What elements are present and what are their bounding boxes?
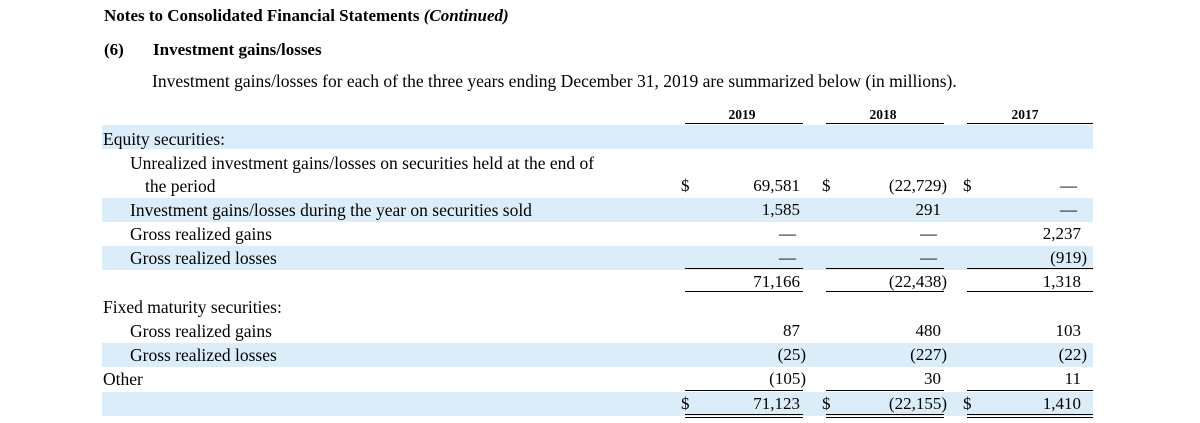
currency-symbol: $	[822, 394, 831, 413]
total-double-underline	[685, 414, 803, 415]
cell-sold-2017: —	[1060, 200, 1077, 219]
equity-gross-gains-label: Gross realized gains	[130, 224, 272, 244]
total-double-underline	[967, 417, 1093, 418]
column-header-2019: 2019	[728, 107, 756, 122]
cell-fm-gains-2017: 103	[1055, 321, 1082, 340]
row-band	[102, 125, 1093, 149]
total-rule	[967, 390, 1093, 391]
cell-fm-losses-2017: (22)	[1058, 345, 1087, 364]
row-band	[102, 343, 1093, 367]
column-header-2017: 2017	[1011, 107, 1039, 122]
fixed-maturity-heading: Fixed maturity securities:	[103, 297, 282, 317]
cell-eq-gains-2019: —	[779, 224, 796, 243]
total-rule	[826, 390, 944, 391]
header-underline-2017	[967, 123, 1093, 124]
cell-total-2017: 1,410	[1042, 394, 1081, 413]
subtotal-underline	[967, 291, 1093, 292]
fixed-gross-losses-label: Gross realized losses	[130, 345, 277, 365]
cell-total-2018: (22,155)	[888, 394, 947, 413]
header-underline-2019	[685, 123, 803, 124]
cell-eq-losses-2019: —	[779, 248, 796, 267]
header-underline-2018	[826, 123, 944, 124]
subtotal-rule	[967, 268, 1093, 269]
cell-unrealized-2019: 69,581	[753, 176, 800, 195]
unrealized-label-line2: the period	[145, 176, 216, 196]
equity-gross-losses-label: Gross realized losses	[130, 248, 277, 268]
fixed-gross-gains-label: Gross realized gains	[130, 321, 272, 341]
section-number: (6)	[104, 40, 124, 59]
cell-fm-losses-2018: (227)	[910, 345, 947, 364]
cell-eq-subtotal-2017: 1,318	[1042, 272, 1081, 291]
cell-other-2018: 30	[924, 369, 941, 388]
subtotal-underline	[685, 291, 803, 292]
cell-eq-subtotal-2019: 71,166	[753, 272, 800, 291]
cell-sold-2019: 1,585	[761, 200, 800, 219]
cell-eq-losses-2017: (919)	[1050, 248, 1087, 267]
cell-eq-losses-2018: —	[920, 248, 937, 267]
cell-other-2019: (105)	[769, 369, 806, 388]
total-rule	[685, 390, 803, 391]
total-double-underline	[826, 417, 944, 418]
equity-securities-heading: Equity securities:	[103, 129, 225, 149]
currency-symbol: $	[963, 394, 972, 413]
cell-sold-2018: 291	[915, 200, 942, 219]
cell-other-2017: 11	[1064, 369, 1081, 388]
cell-eq-subtotal-2018: (22,438)	[888, 272, 947, 291]
subtotal-rule	[826, 268, 944, 269]
note-title: Notes to Consolidated Financial Statemen…	[104, 6, 509, 25]
currency-symbol: $	[681, 176, 690, 195]
total-double-underline	[685, 417, 803, 418]
cell-unrealized-2017: —	[1060, 176, 1077, 195]
currency-symbol: $	[822, 176, 831, 195]
other-label: Other	[103, 369, 143, 389]
total-double-underline	[826, 414, 944, 415]
row-band	[102, 392, 1093, 416]
cell-unrealized-2018: (22,729)	[888, 176, 947, 195]
currency-symbol: $	[681, 394, 690, 413]
row-band	[102, 198, 1093, 222]
cell-fm-losses-2019: (25)	[777, 345, 806, 364]
currency-symbol: $	[963, 176, 972, 195]
intro-text: Investment gains/losses for each of the …	[152, 71, 957, 91]
cell-eq-gains-2018: —	[920, 224, 937, 243]
cell-fm-gains-2019: 87	[783, 321, 800, 340]
subtotal-rule	[685, 268, 803, 269]
unrealized-label-line1: Unrealized investment gains/losses on se…	[130, 153, 595, 173]
row-band	[102, 246, 1093, 270]
cell-fm-gains-2018: 480	[915, 321, 942, 340]
cell-total-2019: 71,123	[753, 394, 800, 413]
section-title: Investment gains/losses	[153, 40, 322, 59]
subtotal-underline	[826, 291, 944, 292]
column-header-2018: 2018	[869, 107, 897, 122]
cell-eq-gains-2017: 2,237	[1042, 224, 1081, 243]
total-double-underline	[967, 414, 1093, 415]
securities-sold-label: Investment gains/losses during the year …	[130, 200, 532, 220]
